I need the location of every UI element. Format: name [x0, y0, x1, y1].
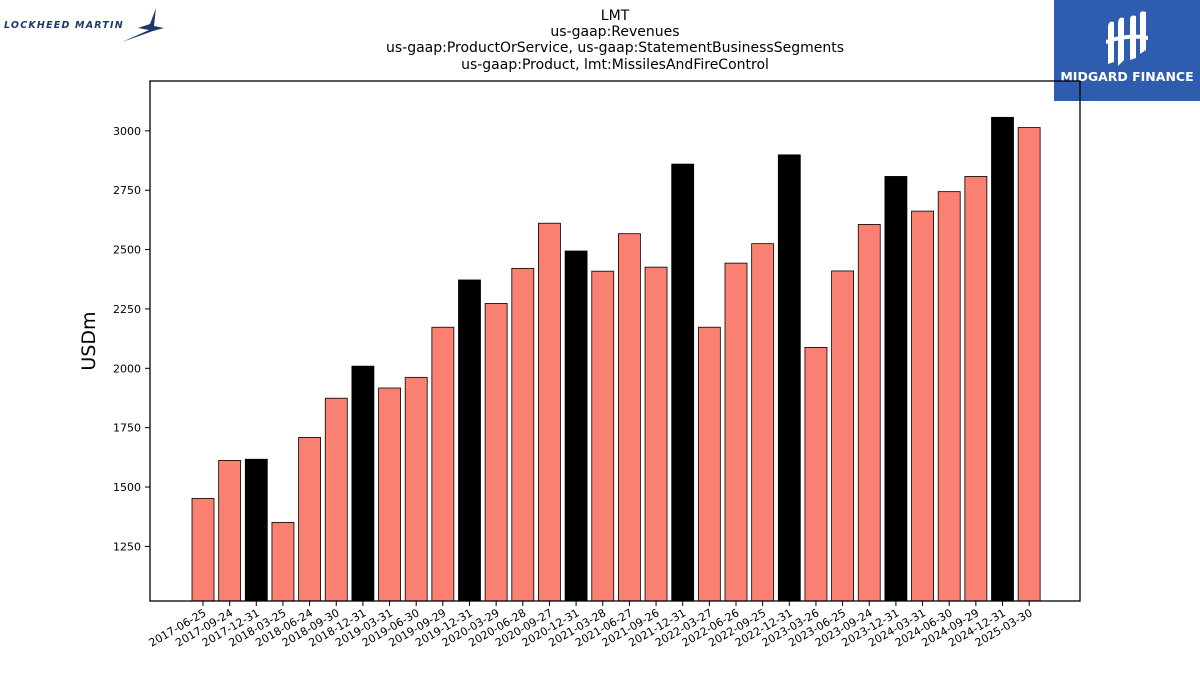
bar-2020-12-31 [564, 250, 588, 602]
bar-2022-06-26 [724, 262, 748, 602]
y-tick-label: 2000 [113, 362, 141, 375]
bar-2023-09-24 [857, 224, 881, 602]
bars-group [191, 116, 1041, 602]
bar-2024-03-31 [911, 210, 934, 602]
bar-2020-06-28 [511, 267, 535, 602]
chart-title: LMT us-gaap:Revenues us-gaap:ProductOrSe… [386, 8, 844, 73]
plot-frame [149, 80, 1081, 602]
y-tick-label: 2750 [113, 184, 141, 197]
bar-2021-12-31 [671, 163, 695, 602]
lockheed-martin-logo-text: LOCKHEED MARTIN [4, 20, 124, 31]
y-axis-label: USDm [78, 311, 100, 370]
midgard-finance-logo-text: MIDGARD FINANCE [1060, 69, 1194, 84]
bar-2024-09-29 [964, 176, 988, 602]
bar-2019-12-31 [458, 279, 481, 602]
lockheed-star-icon [122, 8, 164, 42]
lockheed-martin-logo: LOCKHEED MARTIN [4, 6, 174, 46]
bar-2018-06-24 [298, 436, 322, 602]
bar-2022-12-31 [777, 154, 801, 602]
bar-2017-06-25 [191, 498, 215, 602]
bar-2022-03-27 [697, 326, 721, 602]
chart-title-line-1: LMT [601, 8, 630, 24]
bar-2022-09-25 [751, 243, 775, 602]
y-tick-label: 3000 [113, 125, 141, 138]
chart-title-line-3: us-gaap:ProductOrService, us-gaap:Statem… [386, 40, 844, 56]
bar-2023-12-31 [884, 176, 908, 602]
bar-2019-06-30 [404, 376, 428, 602]
bar-2025-03-30 [1017, 127, 1041, 602]
bar-2021-03-28 [591, 270, 615, 602]
y-tick-label: 2500 [113, 244, 141, 257]
bar-2020-03-29 [484, 303, 508, 602]
midgard-finance-logo: MIDGARD FINANCE [1054, 0, 1200, 101]
bar-2021-09-26 [644, 266, 668, 602]
midgard-mark-icon [1106, 11, 1148, 67]
bar-2024-06-30 [937, 191, 961, 602]
bar-2019-03-31 [378, 387, 401, 602]
bar-2023-06-25 [831, 270, 854, 602]
y-tick-label: 1750 [113, 422, 141, 435]
y-axis-ticks: 1250 1500 1750 2000 2250 2500 2750 3000 [113, 125, 150, 553]
y-tick-label: 1250 [113, 540, 141, 553]
x-axis-ticks: 2017-06-252017-09-242017-12-312018-03-25… [147, 601, 1035, 650]
bar-2020-09-27 [538, 222, 561, 602]
bar-2018-09-30 [324, 397, 348, 602]
y-tick-label: 2250 [113, 303, 141, 316]
bar-2024-12-31 [991, 116, 1014, 602]
y-tick-label: 1500 [113, 481, 141, 494]
bar-2023-03-26 [804, 347, 828, 602]
bar-2021-06-27 [618, 233, 641, 602]
chart-title-line-4: us-gaap:Product, lmt:MissilesAndFireCont… [461, 57, 769, 73]
bar-2017-12-31 [244, 458, 268, 602]
bar-2018-12-31 [351, 365, 375, 602]
bar-2019-09-29 [431, 326, 455, 602]
bar-2017-09-24 [218, 460, 242, 602]
bar-2018-03-25 [271, 522, 295, 602]
chart-title-line-2: us-gaap:Revenues [550, 24, 679, 40]
